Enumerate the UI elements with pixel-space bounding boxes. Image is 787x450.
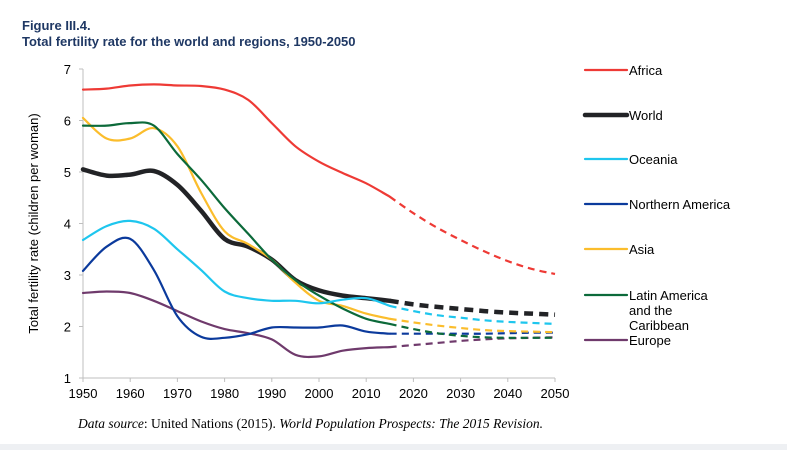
legend-item-europe: Europe (583, 333, 671, 348)
figure-label: Figure III.4. (22, 18, 91, 33)
legend-label: Europe (629, 333, 671, 348)
series-line-projections (389, 336, 556, 349)
y-tick-label: 1 (64, 371, 71, 386)
y-tick-label: 4 (64, 217, 71, 232)
legend-item-northern-america: Northern America (583, 197, 731, 212)
x-tick-label: 2020 (399, 386, 428, 401)
series-oceania (81, 219, 556, 325)
x-tick-label: 1970 (163, 386, 192, 401)
y-tick-label: 3 (64, 268, 71, 283)
legend-label: Oceania (629, 152, 678, 167)
series-line-projections (389, 317, 556, 334)
series-line-estimates (81, 121, 391, 325)
x-tick-label: 2010 (352, 386, 381, 401)
series-line-estimates (81, 236, 391, 340)
x-ticks: 1950 1960 1970 1980 1990 2000 2010 2020 2030 2040… (69, 378, 570, 401)
legend-label: Africa (629, 63, 663, 78)
series-line-estimates (80, 167, 393, 304)
series-africa (81, 83, 556, 276)
series-line-projections (389, 331, 556, 335)
x-tick-label: 1990 (257, 386, 286, 401)
y-ticks: 1 2 3 4 5 6 7 (64, 62, 83, 386)
legend-label: Asia (629, 242, 655, 257)
series-northern-america (81, 236, 556, 340)
legend-item-oceania: Oceania (583, 152, 678, 167)
x-tick-label: 1960 (116, 386, 145, 401)
legend-label: Latin America (629, 288, 709, 303)
series-line-projections (389, 304, 556, 325)
legend-label: World (629, 108, 663, 123)
figure-title: Total fertility rate for the world and r… (22, 34, 356, 49)
data-source-publication: World Population Prospects: The 2015 Rev… (279, 416, 543, 431)
series-line-estimates (81, 83, 391, 198)
series-line-projections (389, 195, 556, 276)
y-tick-label: 7 (64, 62, 71, 77)
legend-item-world: World (582, 108, 663, 123)
legend-label: Northern America (629, 197, 731, 212)
y-tick-label: 5 (64, 165, 71, 180)
series-line-estimates (81, 116, 391, 320)
legend: Africa World Oceania Northern America Asia La… (582, 63, 731, 348)
series-line-projections (389, 322, 555, 339)
legend-label-line3: Caribbean (629, 318, 689, 333)
page-bottom-band (0, 444, 787, 450)
series-latin-america-and-the-caribbean (81, 121, 555, 339)
x-tick-label: 2030 (446, 386, 475, 401)
x-tick-label: 1950 (69, 386, 98, 401)
data-source-prefix: Data source (78, 416, 144, 431)
y-tick-label: 2 (64, 320, 71, 335)
series-europe (81, 290, 556, 359)
series-world (80, 167, 556, 317)
data-source-note: Data source: United Nations (2015). Worl… (78, 416, 543, 432)
series-line-estimates (81, 219, 391, 307)
series-asia (81, 116, 556, 334)
legend-item-africa: Africa (583, 63, 663, 78)
x-tick-label: 2040 (493, 386, 522, 401)
x-tick-label: 2000 (305, 386, 334, 401)
x-tick-label: 2050 (541, 386, 570, 401)
y-tick-label: 6 (64, 114, 71, 129)
series-line-projections (389, 298, 556, 317)
x-tick-label: 1980 (210, 386, 239, 401)
axes: 1 2 3 4 5 6 7 1950 1960 1970 1980 1990 2000 2010 2020… (26, 62, 569, 401)
series-layer (80, 83, 556, 359)
data-source-text: : United Nations (2015). (143, 416, 280, 431)
legend-label-line2: and the (629, 303, 672, 318)
y-axis-title: Total fertility rate (children per woman… (26, 113, 41, 333)
legend-item-asia: Asia (583, 242, 655, 257)
series-line-estimates (81, 290, 391, 359)
